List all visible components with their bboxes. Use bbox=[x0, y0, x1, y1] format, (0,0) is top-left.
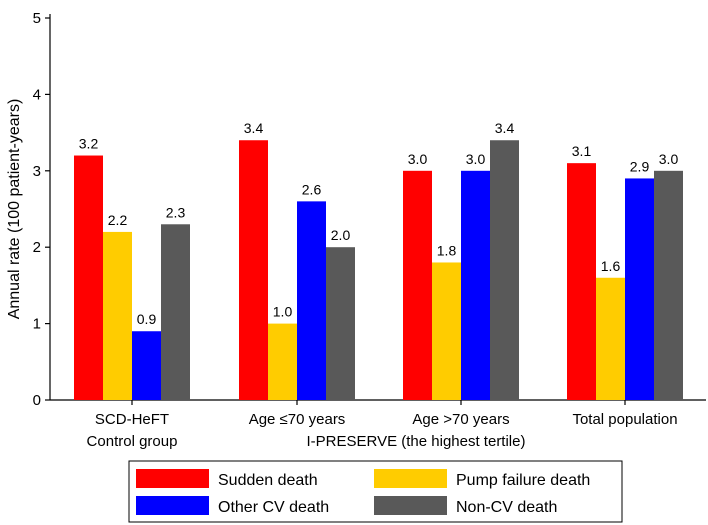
y-tick-label: 5 bbox=[33, 10, 41, 27]
bar-sudden-death-0 bbox=[74, 155, 103, 400]
data-labels: 3.2 2.2 0.9 2.3 3.4 1.0 2.6 2.0 3.0 1.8 3.0 3.4 3.1 1… bbox=[79, 120, 679, 327]
y-tick-label: 1 bbox=[33, 316, 41, 333]
legend: Sudden death Pump failure death Other CV d… bbox=[128, 460, 623, 523]
data-label: 3.4 bbox=[244, 120, 264, 136]
data-label: 3.0 bbox=[408, 151, 428, 167]
bar-non-cv-death-2 bbox=[490, 140, 519, 401]
data-label: 3.4 bbox=[495, 120, 515, 136]
bar-pump-failure-death-2 bbox=[432, 262, 461, 400]
data-label: 2.0 bbox=[331, 227, 351, 243]
x-tick-label: Age >70 years bbox=[412, 411, 509, 428]
data-label: 2.2 bbox=[108, 212, 128, 228]
bar-non-cv-death-1 bbox=[326, 247, 355, 400]
bar-pump-failure-death-1 bbox=[268, 323, 297, 400]
axes: 0 1 2 3 4 5 Annual rate (100 patient-years) SCD… bbox=[6, 10, 706, 450]
bars bbox=[74, 140, 683, 401]
y-tick-label: 0 bbox=[33, 392, 41, 409]
legend-swatch-pump-failure-death bbox=[374, 469, 447, 488]
y-tick-label: 2 bbox=[33, 239, 41, 256]
data-label: 1.6 bbox=[601, 258, 621, 274]
bar-other-cv-death-0 bbox=[132, 331, 161, 400]
data-label: 3.1 bbox=[572, 143, 592, 159]
bar-other-cv-death-1 bbox=[297, 201, 326, 400]
bar-sudden-death-3 bbox=[567, 163, 596, 400]
data-label: 3.0 bbox=[659, 151, 679, 167]
x-tick-label: Total population bbox=[572, 411, 677, 428]
x-tick-label: Age ≤70 years bbox=[249, 411, 346, 428]
bar-sudden-death-2 bbox=[403, 170, 432, 400]
bar-pump-failure-death-0 bbox=[103, 231, 132, 400]
legend-label: Sudden death bbox=[218, 472, 318, 489]
data-label: 1.8 bbox=[437, 242, 457, 258]
legend-label: Non-CV death bbox=[456, 499, 557, 516]
data-label: 2.9 bbox=[630, 158, 650, 174]
data-label: 0.9 bbox=[137, 311, 157, 327]
bar-pump-failure-death-3 bbox=[596, 277, 625, 400]
group-label: I-PRESERVE (the highest tertile) bbox=[307, 433, 526, 450]
legend-label: Pump failure death bbox=[456, 472, 590, 489]
y-tick-label: 4 bbox=[33, 86, 41, 103]
legend-swatch-non-cv-death bbox=[374, 496, 447, 515]
y-axis-title: Annual rate (100 patient-years) bbox=[6, 99, 23, 320]
data-label: 3.0 bbox=[466, 151, 486, 167]
legend-swatch-other-cv-death bbox=[136, 496, 209, 515]
legend-swatch-sudden-death bbox=[136, 469, 209, 488]
bar-non-cv-death-3 bbox=[654, 170, 683, 400]
y-tick-label: 3 bbox=[33, 163, 41, 180]
bar-sudden-death-1 bbox=[239, 140, 268, 401]
bar-other-cv-death-2 bbox=[461, 170, 490, 400]
x-tick-label: SCD-HeFT bbox=[95, 411, 169, 428]
x-tick-label: Control group bbox=[87, 433, 178, 450]
bar-non-cv-death-0 bbox=[161, 224, 190, 400]
data-label: 1.0 bbox=[273, 304, 293, 320]
bar-other-cv-death-3 bbox=[625, 178, 654, 400]
data-label: 2.3 bbox=[166, 204, 186, 220]
data-label: 3.2 bbox=[79, 136, 99, 152]
legend-label: Other CV death bbox=[218, 499, 329, 516]
data-label: 2.6 bbox=[302, 181, 322, 197]
